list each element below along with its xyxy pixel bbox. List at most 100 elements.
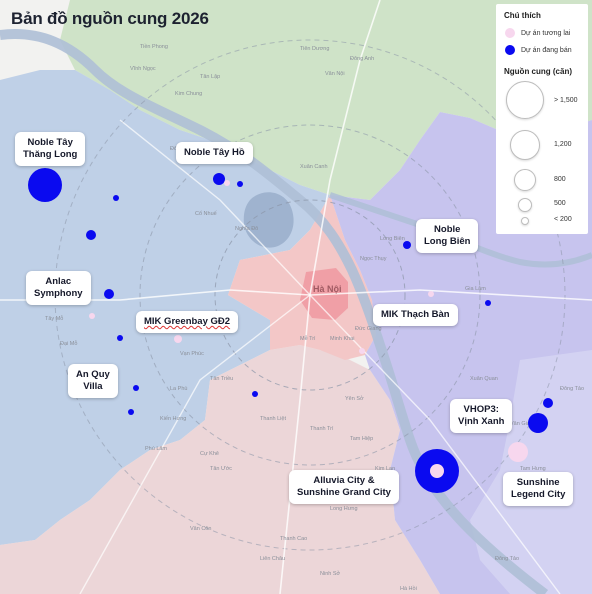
southern-district-region: [0, 345, 440, 594]
place-label: Thanh Trì: [310, 426, 334, 432]
place-label: Nghĩa Đô: [235, 226, 258, 232]
place-label: Phú Lãm: [145, 446, 167, 452]
callout-mik-greenbay: MIK Greenbay GĐ2: [136, 311, 239, 333]
selling-project-marker: [113, 195, 119, 201]
place-label: Tam Hiệp: [350, 436, 373, 442]
future-project-swatch: [505, 28, 515, 38]
callout-label: Anlac Symphony: [34, 276, 83, 299]
place-label: Thanh Cao: [280, 536, 307, 542]
selling-project-marker: [543, 398, 553, 408]
place-label: Kim Chung: [175, 91, 202, 97]
size-ring-large: [506, 81, 544, 119]
place-label: Đông Tảo: [495, 556, 519, 562]
place-label: Tân Lập: [200, 74, 220, 80]
selling-project-swatch: [505, 45, 515, 55]
selling-project-marker: [237, 181, 243, 187]
road-east: [309, 289, 592, 301]
map-title: Bản đồ nguồn cung 2026: [11, 9, 209, 28]
place-label: Tiền Phong: [140, 44, 168, 50]
place-label: Gia Lâm: [465, 286, 486, 292]
place-label: Đông Anh: [350, 56, 374, 62]
callout-vhop3: VHOP3: Vịnh Xanh: [450, 399, 513, 433]
selling-project-marker: [485, 300, 491, 306]
legend-size-header: Nguồn cung (căn): [504, 67, 572, 76]
place-label: Cự Khê: [200, 451, 219, 457]
western-district-region: [0, 70, 330, 545]
red-river: [0, 29, 549, 594]
road-southeast: [309, 294, 561, 594]
selling-project-label: Dự án đang bán: [521, 47, 572, 54]
west-lake: [243, 192, 294, 248]
callout-label: Noble Long Biên: [424, 224, 471, 247]
callout-alluvia-city: Alluvia City & Sunshine Grand City: [289, 470, 399, 504]
place-label: Ngọc Thụy: [360, 256, 387, 262]
hanoi-label: Hà Nội: [313, 284, 342, 294]
size-ring-tiny: [521, 217, 529, 225]
place-label: Tiên Dương: [300, 46, 329, 52]
selling-project-marker: [128, 409, 134, 415]
place-label: Ninh Sở: [320, 570, 341, 577]
future-project-marker: [359, 348, 365, 354]
road-north: [309, 0, 381, 296]
size-ring-medium: [514, 169, 536, 191]
place-label: Tân Ước: [210, 466, 232, 472]
future-project-label: Dự án tương lai: [521, 30, 571, 37]
callout-label: Noble Tây Hồ: [184, 147, 245, 158]
callout-label: MIK Thạch Bàn: [381, 309, 450, 320]
size-label-medium: 800: [554, 176, 566, 183]
size-ring-medium-large: [510, 130, 540, 160]
ring-road-outer: [54, 39, 566, 551]
project-markers: [28, 168, 553, 493]
place-label: Mễ Trì: [300, 335, 316, 342]
callout-label: MIK Greenbay GĐ2: [144, 316, 231, 327]
place-label: Cổ Nhuế: [195, 210, 217, 217]
selling-project-marker: [252, 391, 258, 397]
place-label: Yên Sở: [345, 395, 364, 402]
ring-road-inner: [214, 199, 406, 391]
place-label: Xuân Quan: [470, 376, 498, 382]
size-label-large: > 1,500: [554, 97, 578, 104]
callout-label: Sunshine Legend City: [511, 477, 566, 500]
selling-project-marker: [117, 335, 123, 341]
place-label: Vân Côn: [190, 526, 211, 532]
north-district-region: [60, 0, 592, 200]
road-southwest: [79, 294, 311, 594]
place-label: Minh Khai: [330, 336, 354, 342]
place-label: Vĩnh Ngọc: [130, 66, 156, 72]
future-project-marker: [428, 291, 434, 297]
callout-sunshine-legend-city: Sunshine Legend City: [503, 472, 574, 506]
callout-label: An Quy Villa: [76, 369, 110, 392]
future-project-marker: [89, 313, 95, 319]
callout-anlac-symphony: Anlac Symphony: [26, 271, 91, 305]
callout-an-quy-villa: An Quy Villa: [68, 364, 118, 398]
place-label: Liên Châu: [260, 556, 285, 562]
place-label: Đông Tảo: [560, 386, 584, 392]
road-south: [279, 294, 311, 594]
selling-project-marker: [86, 230, 96, 240]
selling-project-marker: [213, 173, 225, 185]
callout-noble-long-bien: Noble Long Biên: [416, 219, 479, 253]
place-label: Văn Nội: [325, 71, 345, 77]
place-label: Tân Triều: [210, 376, 233, 382]
place-label: Vạn Phúc: [180, 351, 204, 357]
callout-label: Alluvia City & Sunshine Grand City: [297, 475, 391, 498]
place-label: Hà Hồi: [400, 586, 417, 592]
place-label: Văn Giang: [510, 421, 536, 427]
place-label: Kim Lan: [375, 466, 395, 472]
ring-road-middle: [139, 124, 481, 466]
place-label: Tây Mỗ: [45, 315, 63, 322]
map-legend: Chú thích Dự án tương lai Dự án đang bán…: [496, 4, 588, 234]
place-label: Tam Hưng: [520, 466, 546, 472]
place-label: Đại Mỗ: [60, 340, 77, 347]
callout-label: VHOP3: Vịnh Xanh: [458, 404, 505, 427]
size-label-medium-large: 1,200: [554, 141, 572, 148]
callout-mik-thach-ban: MIK Thạch Bàn: [373, 304, 458, 326]
place-label: Đức Giang: [355, 326, 382, 332]
size-label-tiny: < 200: [554, 216, 572, 223]
callout-noble-tay-ho: Noble Tây Hồ: [176, 142, 253, 164]
legend-header: Chú thích: [504, 11, 541, 20]
selling-project-marker: [133, 385, 139, 391]
place-label: Xuân Canh: [300, 164, 328, 170]
selling-project-marker: [104, 289, 114, 299]
